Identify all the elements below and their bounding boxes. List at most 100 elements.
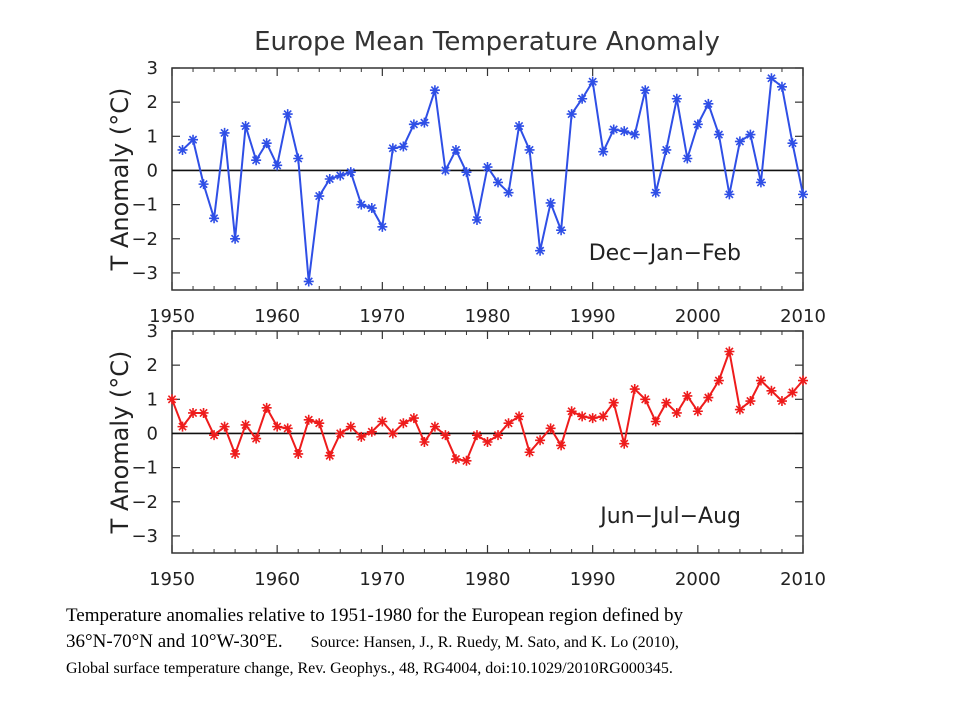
data-point <box>230 448 241 459</box>
data-point <box>450 454 461 465</box>
caption-line-1: Temperature anomalies relative to 1951-1… <box>66 605 683 626</box>
y-tick-label: −3 <box>131 526 158 547</box>
data-point <box>293 153 304 164</box>
data-point <box>429 421 440 432</box>
data-point <box>461 167 472 178</box>
data-point <box>387 428 398 439</box>
data-point <box>377 416 388 427</box>
data-point <box>261 402 272 413</box>
data-point <box>303 414 314 425</box>
data-point <box>377 221 388 232</box>
data-point <box>692 406 703 417</box>
data-point <box>471 430 482 441</box>
data-point <box>482 437 493 447</box>
data-point <box>198 407 209 418</box>
x-tick-label: 1980 <box>465 569 511 590</box>
data-point <box>703 98 714 109</box>
data-point <box>219 421 230 432</box>
data-point <box>514 411 525 422</box>
data-point <box>303 276 314 287</box>
data-point <box>524 447 535 458</box>
figure: Europe Mean Temperature Anomaly 3 2 1 0 −1 −2… <box>106 27 826 590</box>
data-point <box>566 109 577 120</box>
x-tick-label: 2000 <box>675 306 721 327</box>
data-point <box>493 430 504 441</box>
data-point <box>640 394 651 405</box>
data-point <box>503 418 514 429</box>
data-point <box>629 384 640 395</box>
data-point <box>671 93 682 104</box>
x-tick-label: 2000 <box>675 569 721 590</box>
data-point <box>209 213 220 224</box>
data-point <box>293 448 304 459</box>
data-point <box>724 189 735 200</box>
x-tick-label: 1950 <box>149 569 195 590</box>
data-point <box>335 428 346 439</box>
data-point <box>188 134 199 145</box>
data-point <box>345 421 356 432</box>
data-point <box>514 121 525 132</box>
data-point <box>471 214 482 225</box>
data-point <box>482 162 493 173</box>
data-point <box>692 119 703 130</box>
data-point <box>440 165 451 176</box>
data-point <box>577 411 588 422</box>
data-point <box>535 245 546 256</box>
data-point <box>398 141 409 152</box>
x-tick-label: 1970 <box>359 306 405 327</box>
data-point <box>177 144 188 155</box>
data-point <box>598 411 609 422</box>
y-tick-label: 0 <box>147 423 158 444</box>
data-point <box>230 233 241 244</box>
figure-caption: Temperature anomalies relative to 1951-1… <box>66 603 946 682</box>
winter-panel: 3 2 1 0 −1 −2 −3 1950 1960 1970 1980 1990 2000 2010 T … <box>106 58 826 327</box>
data-point <box>366 203 377 214</box>
data-point <box>619 126 630 137</box>
x-tick-label: 1980 <box>465 306 511 327</box>
data-point <box>776 81 787 92</box>
y-tick-label: 2 <box>147 355 158 376</box>
data-point <box>755 375 766 386</box>
y-tick-label: −2 <box>131 492 158 513</box>
data-point <box>503 187 514 198</box>
data-point <box>272 160 283 171</box>
y-tick-label: −2 <box>131 229 158 250</box>
data-point <box>524 144 535 155</box>
data-point <box>650 187 661 198</box>
data-point <box>251 155 262 166</box>
data-point <box>177 421 188 432</box>
data-point <box>713 375 724 386</box>
caption-line-2: 36°N-70°N and 10°W-30°E. Source: Hansen, … <box>66 629 946 656</box>
data-point <box>314 191 325 202</box>
y-tick-label: 3 <box>147 58 158 79</box>
caption-region: 36°N-70°N and 10°W-30°E. <box>66 631 283 652</box>
data-point <box>429 85 440 96</box>
data-point <box>577 93 588 104</box>
data-point <box>745 396 756 407</box>
data-point <box>450 144 461 155</box>
chart-title: Europe Mean Temperature Anomaly <box>254 27 720 57</box>
data-point <box>734 136 745 147</box>
y-axis-label: T Anomaly (°C) <box>106 88 134 272</box>
data-point <box>167 394 177 405</box>
data-point <box>408 413 419 424</box>
data-point <box>608 397 619 408</box>
data-point <box>745 129 756 140</box>
data-point <box>755 177 766 188</box>
x-tick-label: 1950 <box>149 306 195 327</box>
y-tick-label: 0 <box>147 160 158 181</box>
data-point <box>240 419 251 430</box>
data-point <box>671 407 682 418</box>
y-tick-label: −3 <box>131 263 158 284</box>
x-tick-label: 1960 <box>254 306 300 327</box>
data-point <box>587 413 598 424</box>
data-point <box>787 138 798 149</box>
data-point <box>598 146 609 157</box>
data-point <box>366 426 377 437</box>
data-point <box>440 430 451 441</box>
data-point <box>619 438 630 449</box>
x-tick-label: 1990 <box>570 569 616 590</box>
data-point <box>661 397 672 408</box>
season-label: Dec−Jan−Feb <box>589 241 741 266</box>
data-point <box>629 129 640 140</box>
